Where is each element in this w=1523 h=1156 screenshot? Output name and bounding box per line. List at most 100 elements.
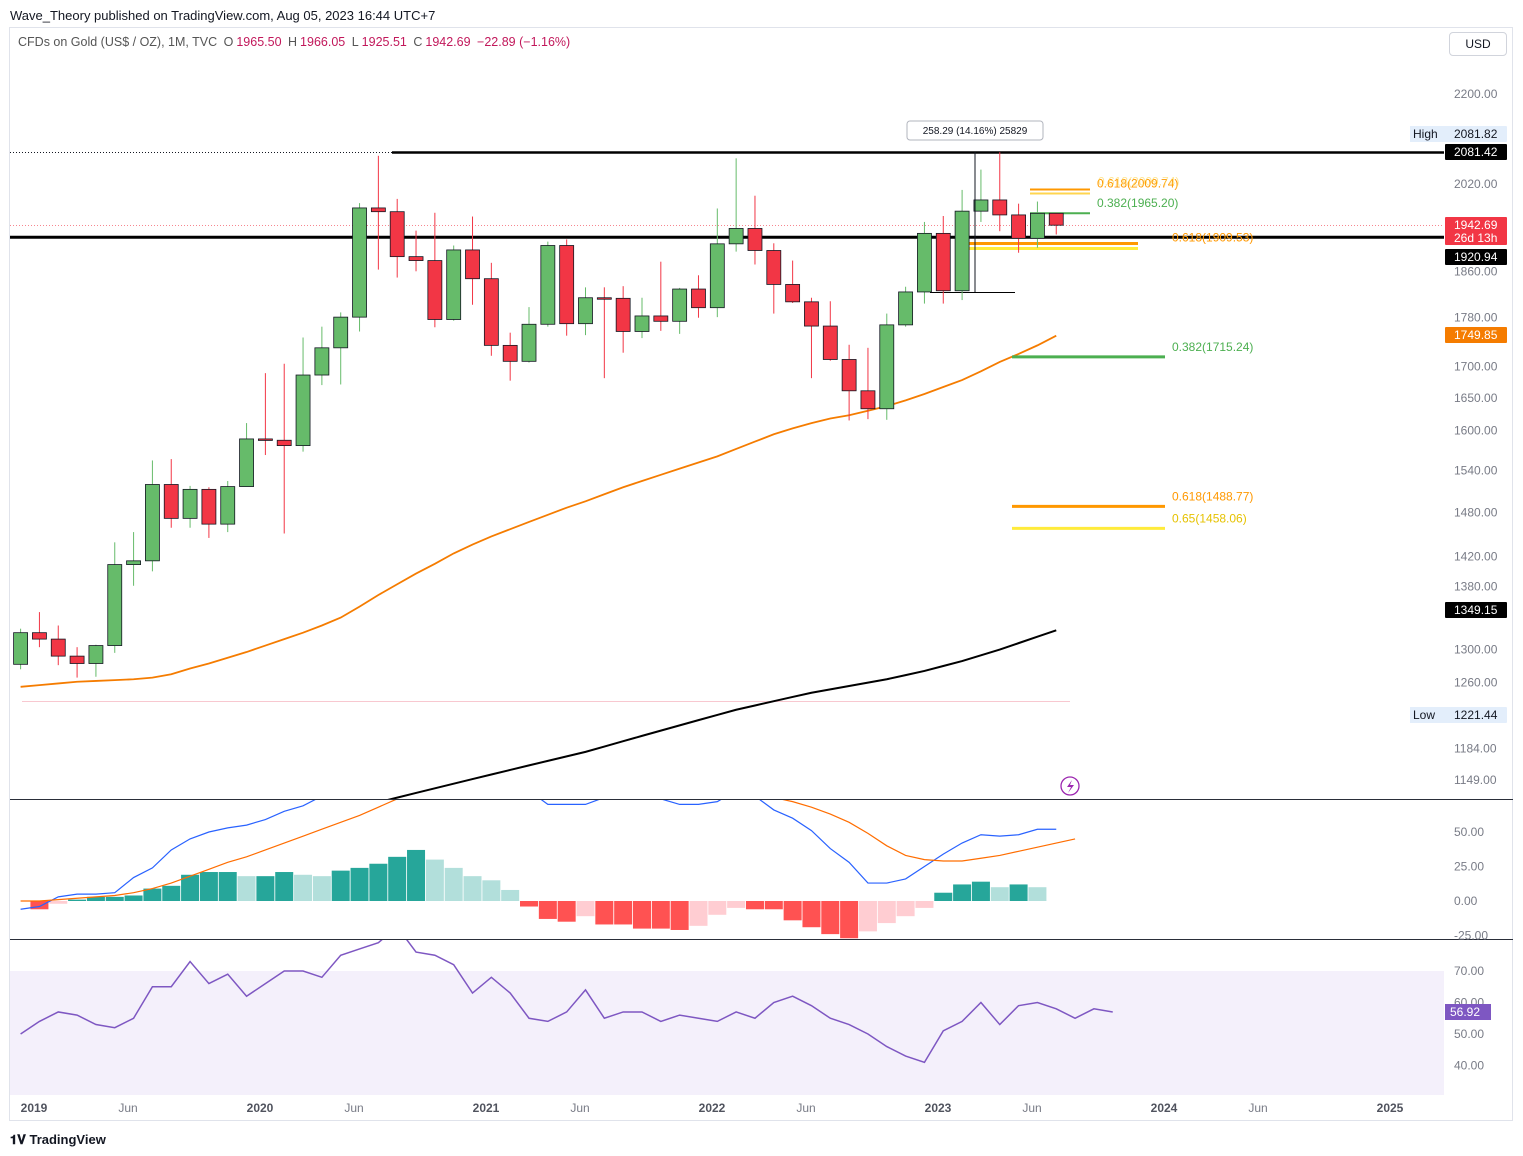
- macd-histogram-bar: [68, 899, 87, 901]
- candle-body: [314, 347, 330, 376]
- tradingview-logo-icon: 𝟏𝐕: [10, 1132, 30, 1147]
- candle-body: [804, 301, 819, 327]
- price-label-low-label: Low: [1413, 708, 1435, 722]
- candle-body: [182, 488, 198, 519]
- y-axis-tick: 1149.00: [1454, 773, 1497, 787]
- price-label-resistance-bg: [1445, 144, 1507, 160]
- macd-histogram-bar: [331, 870, 350, 901]
- candle-body: [446, 249, 462, 320]
- candle-body: [333, 316, 349, 349]
- candle-body: [860, 390, 876, 410]
- candle-body: [220, 486, 236, 525]
- y-axis-tick: 1780.00: [1454, 311, 1498, 325]
- measure-box: [906, 120, 1044, 141]
- candle-body: [1011, 214, 1026, 239]
- macd-histogram-bar: [482, 880, 501, 901]
- price-label-high-bg: [1445, 126, 1507, 142]
- macd-histogram-bar: [237, 876, 256, 901]
- candle-body: [145, 484, 160, 562]
- macd-histogram-bar: [858, 901, 877, 932]
- legend-close-value: 1942.69: [425, 35, 471, 49]
- candle-body: [427, 260, 443, 320]
- x-axis-tick: Jun: [1022, 1101, 1041, 1115]
- macd-histogram-bar: [538, 901, 557, 919]
- legend-low-value: 1925.51: [361, 35, 407, 49]
- legend-high-label: H: [288, 35, 298, 49]
- legend-close-label: C: [413, 35, 423, 49]
- candle-body: [879, 324, 895, 410]
- macd-histogram-bar: [971, 881, 990, 901]
- macd-histogram-bar: [802, 901, 821, 928]
- macd-signal-line: [20, 800, 1076, 902]
- candle-body: [917, 232, 932, 293]
- y-axis-tick: 1184.00: [1454, 741, 1497, 755]
- candle-body: [747, 228, 763, 251]
- candle-body: [521, 323, 537, 362]
- candle-body: [822, 325, 838, 360]
- rsi-y-tick: 50.00: [1454, 1027, 1484, 1041]
- candle-body: [709, 243, 725, 309]
- candle-body: [1048, 212, 1064, 226]
- price-label-last-bg: [1445, 217, 1507, 245]
- legend-change: −22.89 (−1.16%): [477, 35, 571, 49]
- macd-histogram-bar: [463, 876, 482, 901]
- macd-histogram-bar: [369, 863, 388, 901]
- candle-body: [596, 297, 612, 300]
- price-label-high-label: High: [1413, 127, 1438, 141]
- legend-low-label: L: [351, 35, 359, 49]
- price-label-high-labelbg: [1410, 126, 1446, 142]
- candle-body: [578, 297, 593, 325]
- candle-body: [691, 288, 706, 309]
- fib-label-1: 0.382(1965.20): [1097, 196, 1178, 210]
- macd-histogram-bar: [1028, 887, 1047, 901]
- x-axis-tick: 2021: [473, 1101, 500, 1115]
- macd-histogram-bar: [49, 901, 68, 904]
- candle-body: [483, 278, 499, 346]
- candle-body: [973, 199, 989, 212]
- candle-body: [1030, 212, 1045, 239]
- legend-symbol[interactable]: CFDs on Gold (US$ / OZ), 1M, TVC: [18, 35, 218, 49]
- fib-label-2: 0.618(1909.53): [1172, 231, 1253, 245]
- candle-body: [841, 359, 857, 392]
- candle-body: [634, 315, 650, 332]
- candle-body: [295, 374, 311, 447]
- macd-histogram-bar: [294, 874, 313, 901]
- macd-histogram-bar: [727, 901, 746, 908]
- y-axis-tick: 1600.00: [1454, 423, 1498, 437]
- candle-body: [370, 207, 386, 213]
- macd-histogram-bar: [708, 901, 727, 915]
- rsi-value-bg: [1445, 1004, 1491, 1020]
- candle-body: [672, 288, 688, 322]
- macd-histogram-bar: [350, 867, 369, 901]
- candle-body: [954, 210, 970, 292]
- candle-body: [559, 245, 575, 325]
- candle-body: [257, 438, 273, 441]
- macd-histogram-bar: [840, 901, 859, 939]
- symbol-legend: CFDs on Gold (US$ / OZ), 1M, TVC O 1965.5…: [18, 35, 573, 49]
- x-axis-tick: 2025: [1377, 1101, 1404, 1115]
- price-label-ma200-value: 1349.15: [1454, 603, 1498, 617]
- price-label-high-value: 2081.82: [1454, 127, 1498, 141]
- candle-body: [239, 438, 254, 487]
- price-label-ma200-bg: [1445, 602, 1507, 618]
- candle-body: [32, 632, 47, 640]
- candle-body: [50, 638, 66, 657]
- macd-histogram-bar: [256, 876, 275, 901]
- macd-histogram-bar: [651, 901, 670, 929]
- candle-body: [540, 245, 556, 325]
- rsi-band: [10, 971, 1444, 1095]
- macd-histogram-bar: [425, 859, 444, 901]
- x-axis-tick: 2019: [21, 1101, 48, 1115]
- currency-button[interactable]: USD: [1449, 32, 1507, 56]
- rsi-line: [20, 940, 1113, 1064]
- y-axis-tick: 1700.00: [1454, 359, 1498, 373]
- candle-body: [389, 211, 405, 258]
- macd-pane: [20, 800, 1076, 939]
- rsi-value-label: 56.92: [1450, 1005, 1480, 1019]
- macd-histogram-bar: [218, 872, 237, 901]
- macd-histogram-bar: [1009, 884, 1028, 901]
- candle-body: [728, 228, 744, 245]
- x-axis-tick: Jun: [118, 1101, 137, 1115]
- macd-histogram-bar: [745, 901, 764, 910]
